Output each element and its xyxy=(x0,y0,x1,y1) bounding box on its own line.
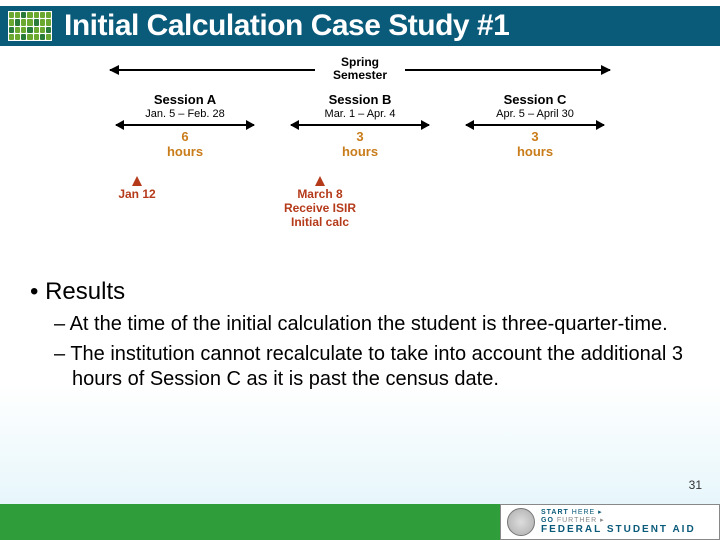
up-arrow-icon xyxy=(132,176,142,186)
brand-logo xyxy=(8,11,52,41)
result-item: – The institution cannot recalculate to … xyxy=(72,342,690,391)
marker-march8: March 8 Receive ISIR Initial calc xyxy=(275,176,365,229)
session-dates: Apr. 5 – April 30 xyxy=(460,108,610,120)
session-dates: Jan. 5 – Feb. 28 xyxy=(110,108,260,120)
session-hours: 3hours xyxy=(285,130,435,160)
session-a: Session A Jan. 5 – Feb. 28 6hours xyxy=(110,92,260,160)
footer-green-band xyxy=(0,504,500,540)
semester-arrow-left xyxy=(110,69,315,71)
federal-student-aid-logo: START HERE ▸ GO FURTHER ▸ FEDERAL STUDEN… xyxy=(500,504,720,540)
page-number: 31 xyxy=(689,478,702,492)
timeline-diagram: Spring Semester Session A Jan. 5 – Feb. … xyxy=(110,56,610,226)
session-title: Session B xyxy=(285,92,435,107)
session-hours: 6hours xyxy=(110,130,260,160)
session-c: Session C Apr. 5 – April 30 3hours xyxy=(460,92,610,160)
fsa-tagline1: START HERE ▸ xyxy=(541,509,696,517)
session-title: Session A xyxy=(110,92,260,107)
session-title: Session C xyxy=(460,92,610,107)
session-arrow xyxy=(466,124,604,126)
seal-icon xyxy=(507,508,535,536)
footer-bar: START HERE ▸ GO FURTHER ▸ FEDERAL STUDEN… xyxy=(0,504,720,540)
session-arrow xyxy=(116,124,254,126)
up-arrow-icon xyxy=(315,176,325,186)
session-dates: Mar. 1 – Apr. 4 xyxy=(285,108,435,120)
session-hours: 3hours xyxy=(460,130,610,160)
results-block: • Results – At the time of the initial c… xyxy=(30,278,690,397)
title-bar: Initial Calculation Case Study #1 xyxy=(0,6,720,46)
results-heading: • Results xyxy=(30,278,690,306)
session-arrow xyxy=(291,124,429,126)
fsa-tagline2: GO FURTHER ▸ xyxy=(541,517,696,525)
fsa-main-label: FEDERAL STUDENT AID xyxy=(541,524,696,535)
background-gradient xyxy=(0,384,720,504)
marker-jan12: Jan 12 xyxy=(107,176,167,202)
semester-arrow-right xyxy=(405,69,610,71)
result-item: – At the time of the initial calculation… xyxy=(72,312,690,336)
page-title: Initial Calculation Case Study #1 xyxy=(64,9,509,43)
session-b: Session B Mar. 1 – Apr. 4 3hours xyxy=(285,92,435,160)
